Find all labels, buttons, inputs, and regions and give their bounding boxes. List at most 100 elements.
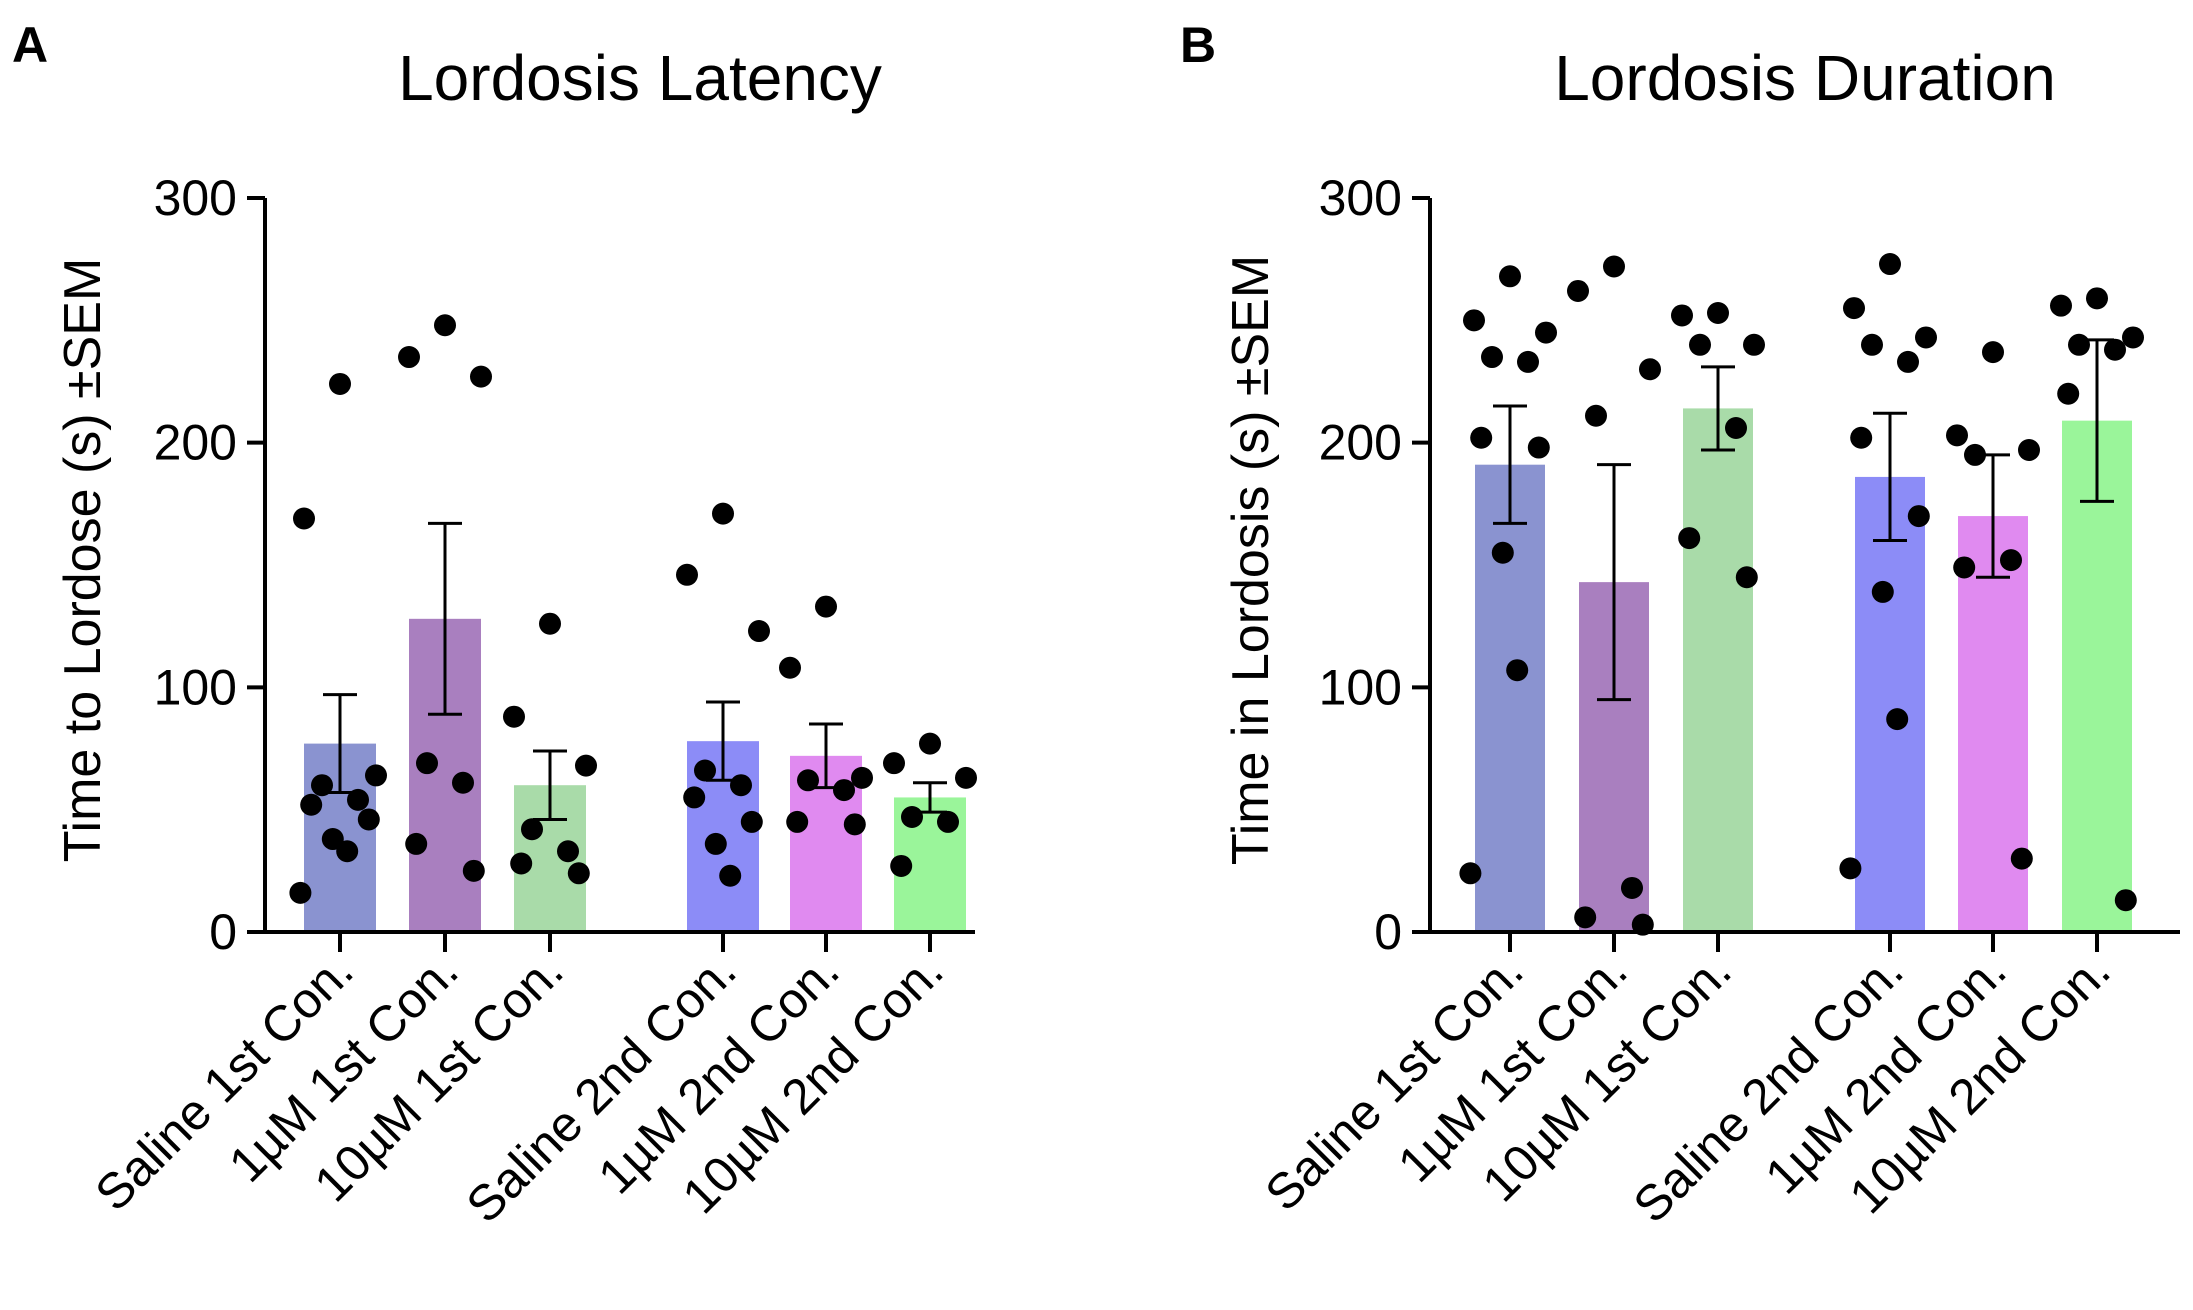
data-point [2018,439,2040,462]
data-point [398,346,420,369]
data-point [1907,505,1930,528]
data-point [1470,426,1493,449]
error-bar-3 [533,749,567,821]
data-point [883,752,905,775]
points-group-4 [1839,253,1937,880]
data-point [748,620,770,643]
data-point [470,365,492,388]
data-point [937,810,959,833]
points-group-6 [2050,287,2144,912]
data-point [676,563,698,586]
points-group-3 [1671,301,1765,589]
points-group-3 [503,612,597,885]
data-point [1861,333,1883,356]
data-point [833,779,855,802]
y-axis-label: Time to Lordose (s) ±SEM [54,258,112,863]
data-point [955,766,977,789]
data-point [851,766,873,789]
points-group-1 [289,372,387,904]
data-point [300,793,323,816]
data-point [740,810,763,833]
data-point [1953,556,1976,579]
data-point [1879,253,1901,276]
data-point [1843,297,1865,320]
data-point [1725,416,1747,439]
points-group-2 [398,314,492,882]
data-point [510,852,533,875]
points-group-5 [1946,341,2040,870]
data-point [730,774,752,797]
data-point [1707,301,1729,324]
data-point [901,806,923,829]
data-point [1982,341,2004,364]
data-point [1535,321,1557,344]
data-point [1671,304,1693,327]
y-tick-label: 300 [154,170,237,226]
data-point [2104,338,2126,361]
data-point [1463,309,1485,332]
data-point [1839,857,1862,880]
data-point [567,862,590,885]
data-point [434,314,456,337]
data-point [1689,333,1711,356]
panel-letter: B [1180,17,1216,73]
data-point [575,754,597,777]
bar-4 [1855,476,1925,932]
data-point [336,840,359,863]
y-tick-label: 0 [209,904,237,960]
y-tick-label: 200 [1319,415,1402,471]
data-point [919,732,941,755]
data-point [1735,566,1758,589]
data-point [797,769,819,792]
data-point [1459,862,1482,885]
chart-title: Lordosis Latency [398,42,882,114]
data-point [1491,541,1514,564]
points-group-6 [883,732,977,877]
data-point [503,705,525,728]
panel-letter: A [12,17,48,73]
error-bar-1 [1493,404,1527,525]
data-point [786,810,809,833]
data-point [1743,333,1765,356]
data-point [347,788,369,811]
data-point [1871,580,1894,603]
data-point [405,832,428,855]
data-point [2010,847,2033,870]
data-point [1506,659,1529,682]
data-point [2068,333,2090,356]
data-point [462,859,485,882]
y-tick-label: 100 [1319,659,1402,715]
data-point [1886,708,1909,731]
bar-3 [1683,408,1753,932]
data-point [289,881,312,904]
data-point [683,786,706,809]
data-point [329,372,351,395]
data-point [2114,889,2137,912]
y-tick-label: 200 [154,415,237,471]
data-point [1678,527,1701,550]
error-bar-2 [428,521,462,716]
error-bar-4 [1873,411,1907,543]
data-point [1915,326,1937,349]
data-point [704,832,727,855]
data-point [1574,906,1597,929]
data-point [2057,382,2080,405]
data-point [1621,876,1643,899]
points-group-4 [676,502,770,887]
data-point [321,828,344,851]
y-tick-label: 300 [1319,170,1402,226]
data-point [521,818,543,841]
error-bar-3 [1701,365,1735,452]
bar-6 [2062,420,2132,932]
data-point [311,774,333,797]
data-point [1481,346,1503,369]
data-point [1603,255,1625,278]
data-point [1527,436,1550,459]
y-tick-label: 100 [154,659,237,715]
data-point [1585,404,1607,427]
data-point [416,752,438,775]
data-point [365,764,387,787]
points-group-5 [779,595,873,836]
bar-1 [1475,464,1545,932]
